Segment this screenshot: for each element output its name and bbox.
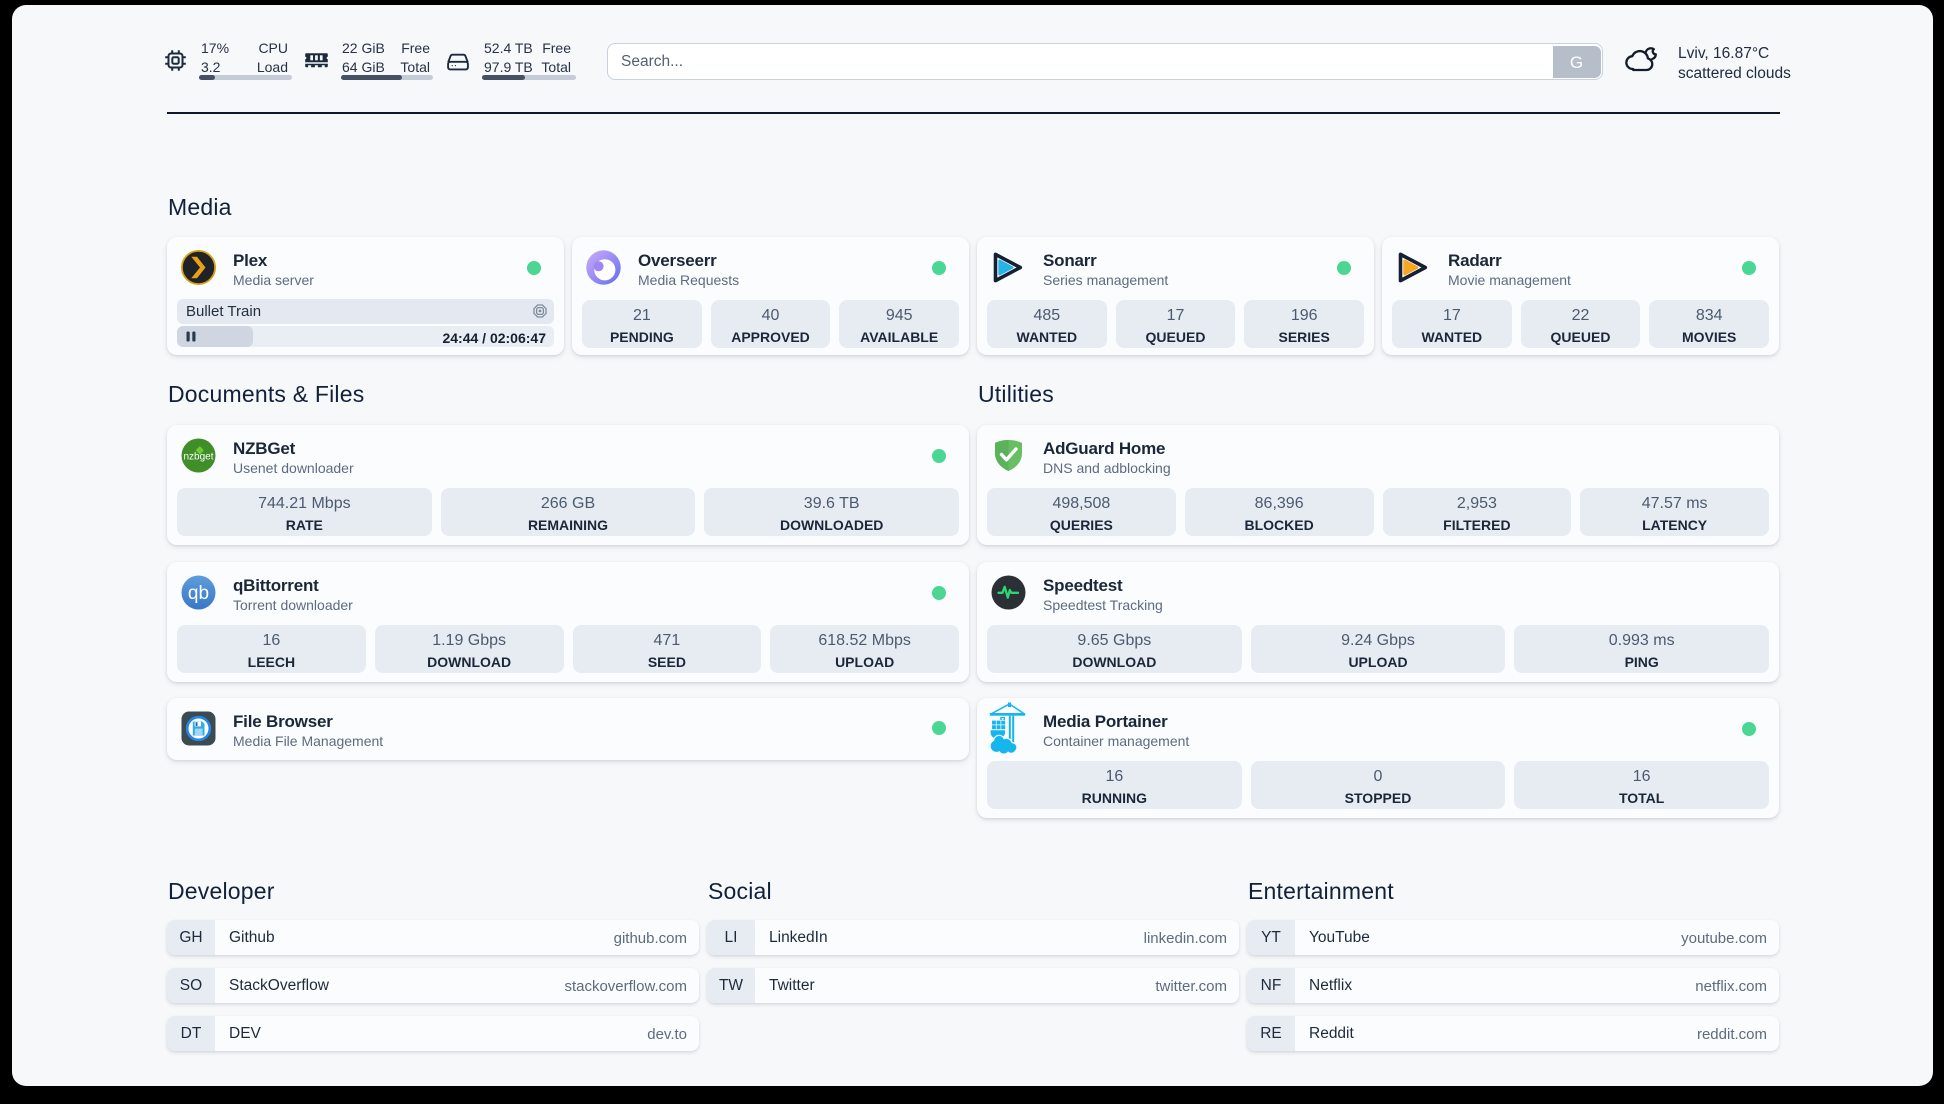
svg-text:nzbget: nzbget — [183, 451, 213, 462]
svg-text:qb: qb — [188, 583, 209, 604]
